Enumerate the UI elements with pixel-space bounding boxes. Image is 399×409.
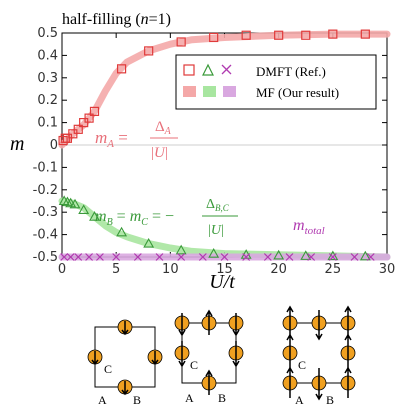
svg-text:|U|: |U| [208,223,224,238]
marker-total [60,253,69,261]
svg-text:ΔB,C: ΔB,C [206,197,230,213]
svg-text:mB = mC = −: mB = mC = − [95,208,174,228]
marker-total [350,253,359,261]
marker-total [95,253,104,261]
marker-B [116,226,128,237]
svg-text:mA =: mA = [95,128,128,150]
marker-total [155,253,164,261]
y-axis-label: m [10,133,24,155]
y-tick-label: -0.5 [33,250,58,265]
marker-total [220,253,229,261]
legend-dmft-label: DMFT (Ref.) [256,64,326,79]
y-tick-label: -0.2 [33,183,58,198]
annotation-mA: mA = ΔA |U| [95,119,178,161]
marker-B [78,204,90,215]
svg-text:C: C [298,358,306,372]
legend-purple-band [223,86,236,97]
marker-A [328,29,338,39]
y-tick-label: -0.1 [33,160,58,175]
marker-A [301,30,311,40]
marker-B [69,198,81,209]
legend: DMFT (Ref.) MF (Our result) [175,54,377,110]
marker-B [143,237,155,248]
marker-A [176,37,186,47]
y-tick-label: -0.4 [33,228,58,243]
marker-total [198,253,207,261]
marker-B [327,250,339,261]
marker-B [89,211,100,221]
legend-red-band [183,86,196,97]
marker-B [300,250,312,260]
marker-total [366,253,375,261]
svg-text:A: A [185,391,194,405]
x-tick-label: 10 [162,262,179,277]
legend-green-band [203,86,216,97]
x-tick-label: 30 [379,262,396,277]
svg-text:|U|: |U| [151,145,168,161]
marker-total [177,253,186,261]
x-tick-label: 15 [216,262,233,277]
legend-mf-label: MF (Our result) [256,85,339,100]
chart-title: half-filling (n=1) [62,11,171,28]
svg-text:B: B [326,393,334,407]
marker-total [285,253,294,261]
marker-B [208,248,220,258]
marker-total [263,253,272,261]
x-tick-label: 5 [112,262,120,277]
marker-A [84,113,94,123]
legend-triangle-marker [202,63,214,76]
annotation-mtotal: mtotal [293,217,325,237]
x-axis-label: U/t [209,271,235,293]
marker-total [307,253,316,261]
y-tick-label: 0.4 [37,48,58,63]
marker-total [112,253,121,261]
marker-A [241,30,251,40]
lattice-label-B: B [133,393,141,407]
marker-B [175,244,187,255]
legend-square-marker [183,64,195,76]
lattice-label-C: C [104,362,112,376]
y-tick-label: 0.2 [37,93,58,108]
legend-box [175,54,377,110]
y-tick-label: -0.3 [33,205,58,220]
marker-total [242,253,251,261]
marker-A [116,64,127,74]
lattice-diagram-3: C A B [282,305,356,407]
lattice-diagram-1: C A B [87,319,163,407]
marker-total [328,253,337,261]
marker-A [360,29,370,39]
lattice-diagram-2: C A B [174,309,244,405]
x-tick-label: 20 [270,262,287,277]
svg-text:C: C [190,358,198,372]
svg-text:B: B [218,391,226,405]
x-tick-label: 0 [58,262,66,277]
legend-cross-marker [221,64,232,75]
marker-A [274,30,284,40]
marker-B [359,250,371,261]
y-tick-label: 0.5 [37,26,58,41]
marker-A [144,46,154,56]
marker-A [73,124,83,134]
x-tick-label: 25 [325,262,342,277]
marker-A [209,32,219,43]
marker-total [85,253,94,261]
annotation-mB: mB = mC = − ΔB,C |U| [95,197,238,238]
dmft-markers [58,29,375,261]
y-tick-label: 0.3 [37,71,58,86]
marker-total [74,253,83,261]
y-tick-label: 0.1 [37,116,58,131]
marker-total [133,253,142,261]
marker-A [89,106,100,117]
lattice-label-A: A [98,393,107,407]
marker-B [273,249,285,260]
svg-text:A: A [295,393,304,407]
svg-text:ΔA: ΔA [155,119,172,137]
y-tick-label: 0 [50,138,58,153]
marker-total [66,253,75,261]
